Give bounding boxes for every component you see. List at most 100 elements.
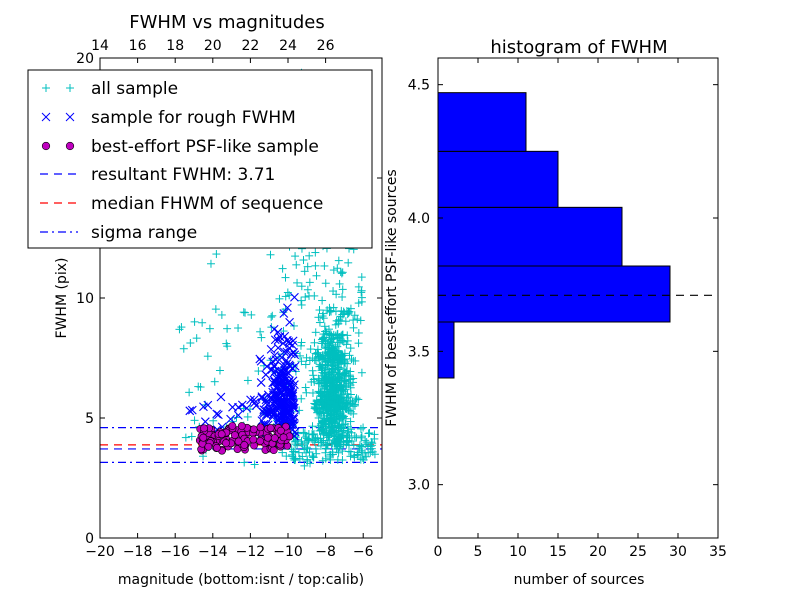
all-sample-point [356,316,365,325]
all-sample-point [320,261,329,270]
all-sample-point [317,335,326,344]
psf-sample-point [199,433,208,442]
rough-sample-point [281,398,291,407]
all-sample-point [281,273,290,282]
cross-b [263,390,273,400]
all-sample-point [336,411,345,420]
cross-b [279,360,289,369]
all-sample-point [181,433,190,442]
all-sample-point [358,454,367,463]
cross-b [286,349,296,359]
all-sample-point [293,278,302,287]
top-x-tick-label: 18 [166,38,184,54]
all-sample-point [190,317,199,326]
all-sample-point [323,377,332,386]
all-sample-point [317,364,326,373]
rough-sample-point [283,378,293,388]
all-sample-point [298,452,307,461]
cross-b [266,344,276,354]
all-sample-point [290,437,299,446]
hist-x-tick-label: 10 [509,544,527,560]
all-sample-point [310,399,319,408]
rough-sample-point [242,403,252,413]
all-sample-point [349,356,358,365]
cross-b [281,355,291,365]
cross-b [268,405,278,415]
all-sample-point [346,417,355,426]
cross-b [268,378,278,388]
all-sample-point [303,457,312,466]
all-sample-point [186,338,195,347]
all-sample-point [334,358,343,367]
all-sample-point [303,285,312,294]
scatter-legend: all sample sample for rough FWHM best-ef… [27,69,373,249]
all-sample-point [319,330,328,339]
all-sample-point [192,334,201,343]
all-sample-point [347,355,356,364]
cross-b [261,395,271,405]
all-sample-point [334,373,343,382]
all-sample-point [309,453,318,462]
rough-sample-point [286,349,296,359]
psf-sample-point [249,435,258,444]
all-sample-point [353,315,362,324]
legend-entry-sigma-range: sigma range [91,223,197,243]
all-sample-point [337,269,346,278]
rough-sample-point [265,405,275,415]
hist-x-tick-label: 25 [629,544,647,560]
all-sample-point [303,444,312,453]
rough-sample-point [266,344,276,354]
legend-box [27,69,373,249]
all-sample-point [240,458,249,467]
psf-sample-point [266,424,275,432]
psf-sample-point [230,431,239,439]
top-x-tick-label: 14 [91,38,109,54]
rough-sample-point [199,402,208,412]
histogram-y-axis-label: FWHM of best-effort PSF-like sources [384,169,400,426]
all-sample-point [354,339,363,348]
histogram-plot-frame [437,57,719,539]
all-sample-point [327,440,336,449]
all-sample-point [346,390,355,399]
histogram-bar [437,92,527,152]
psf-sample-point [277,426,285,435]
all-sample-point [292,260,301,269]
cross-b [274,416,284,426]
all-sample-point [198,318,207,327]
all-sample-point [283,288,292,297]
all-sample-point [341,419,350,428]
all-sample-point [344,258,353,267]
all-sample-point [332,385,341,394]
all-sample-point [323,349,332,358]
all-sample-point [243,376,252,385]
rough-sample-point [281,355,291,365]
all-sample-point [346,375,355,384]
hist-x-tick-label: 15 [549,544,567,560]
x-tick-label: −20 [85,544,115,560]
all-sample-point [318,296,327,305]
all-sample-point [345,447,354,456]
all-sample-point [223,324,232,333]
cross-b [290,361,300,371]
rough-sample-point [213,410,223,420]
y-tick-label: 10 [76,291,94,307]
cross-b [283,303,292,313]
all-sample-point [321,402,330,411]
rough-sample-point [256,378,266,387]
all-sample-point [324,393,333,402]
all-sample-point [339,364,348,373]
cross-b [272,391,282,401]
all-sample-point [239,308,248,317]
all-sample-point [298,441,307,450]
all-sample-point [319,429,328,438]
all-sample-point [334,423,343,432]
cross-b [200,417,210,427]
all-sample-point [296,341,305,350]
cross-b [255,354,265,364]
hist-y-tick-label: 3.5 [408,344,430,360]
all-sample-point [349,409,358,418]
psf-sample-point [217,430,226,439]
all-sample-point [223,342,232,351]
all-sample-point [289,454,298,463]
